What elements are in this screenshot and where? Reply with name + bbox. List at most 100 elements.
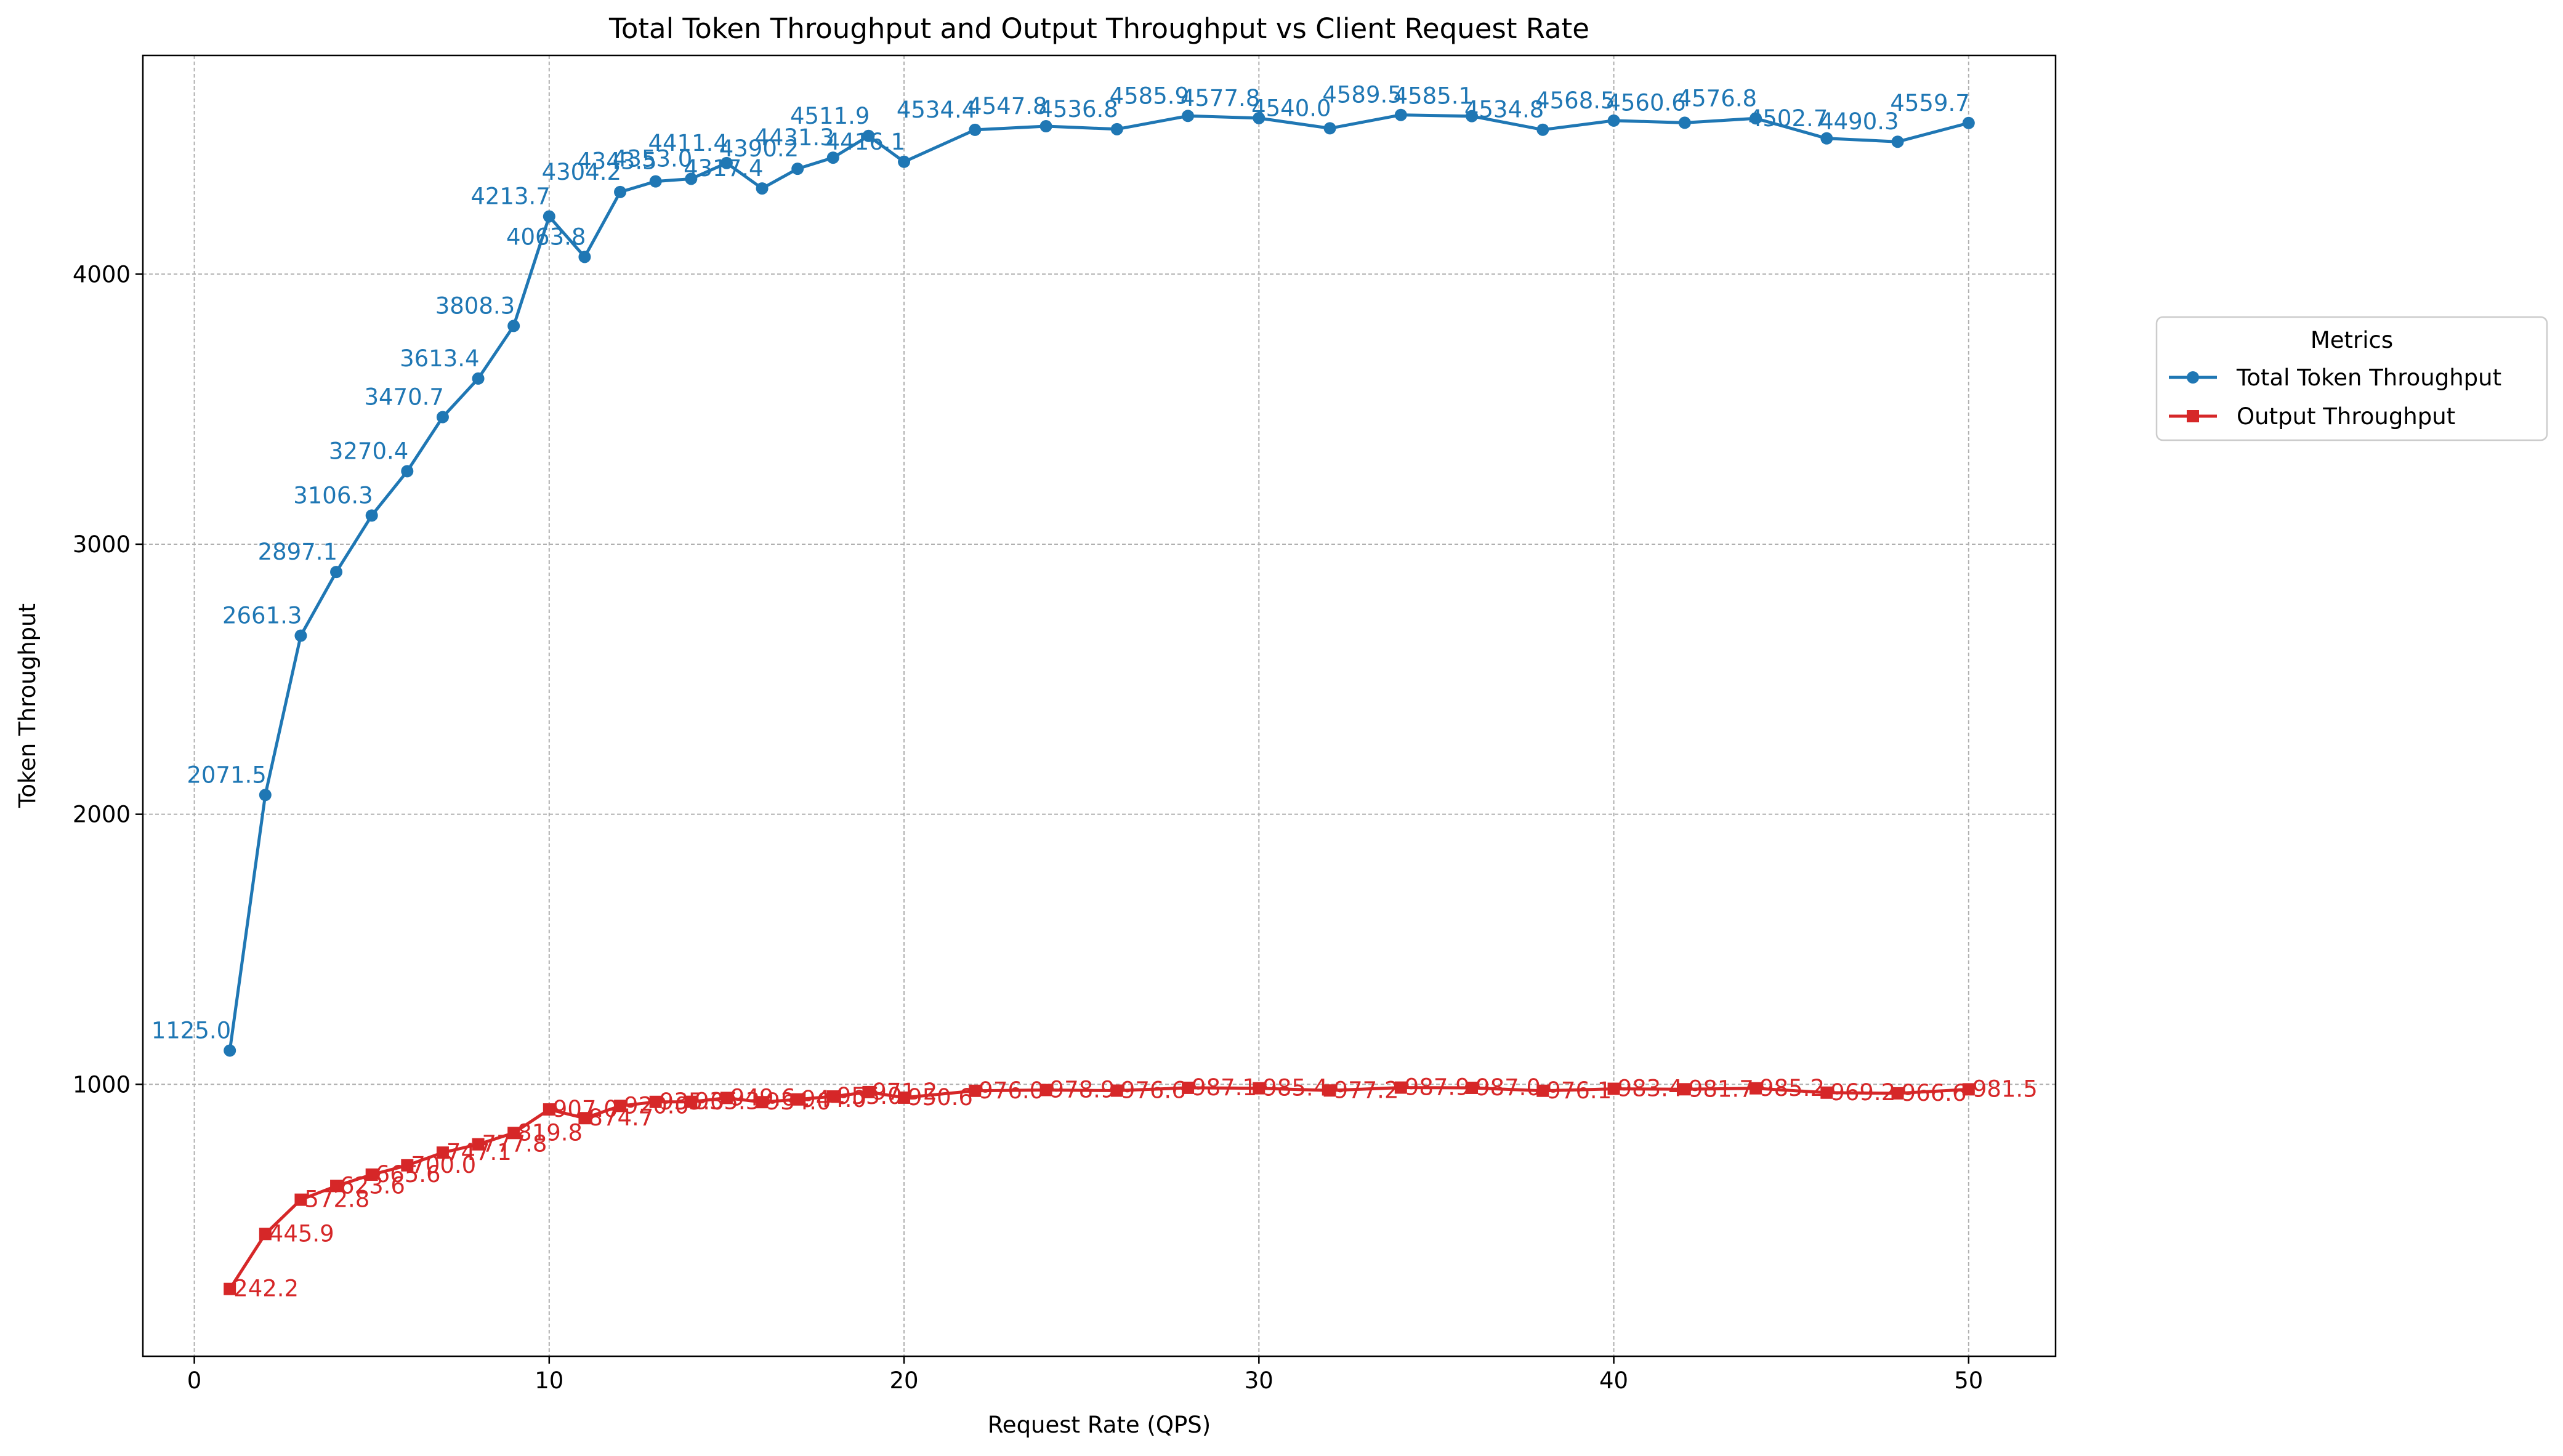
data-label: 955.0 (837, 1083, 902, 1109)
x-tick-label: 50 (1954, 1367, 1983, 1394)
data-label: 2661.3 (222, 603, 302, 629)
data-label: 4568.5 (1535, 87, 1615, 114)
data-point (1678, 1083, 1691, 1096)
data-point (1039, 120, 1052, 133)
legend-marker-total (2187, 371, 2199, 384)
data-point (472, 372, 485, 385)
data-label: 4585.1 (1394, 83, 1473, 110)
data-point (1678, 116, 1691, 129)
data-label: 976.6 (1121, 1077, 1186, 1104)
data-label: 700.0 (411, 1152, 476, 1178)
data-label: 950.6 (908, 1084, 973, 1111)
data-label: 4304.2 (542, 159, 621, 185)
data-point (614, 185, 627, 198)
x-tick-label: 0 (187, 1367, 202, 1394)
data-point (862, 129, 875, 142)
data-point (330, 1180, 343, 1193)
data-label: 4063.8 (506, 223, 586, 250)
data-label: 3470.7 (364, 384, 443, 410)
data-label: 4559.7 (1890, 90, 1969, 116)
data-label: 2071.5 (187, 762, 266, 788)
data-point (649, 175, 662, 188)
data-point (259, 1228, 272, 1241)
data-point (1253, 111, 1265, 124)
data-label: 4343.5 (577, 148, 656, 175)
data-label: 987.9 (1405, 1074, 1470, 1101)
data-point (1962, 1083, 1975, 1096)
data-label: 4534.8 (1464, 97, 1544, 123)
data-point (1536, 123, 1549, 136)
y-axis-label: Token Throughput (14, 603, 41, 808)
data-point (756, 182, 769, 195)
data-point (1820, 1086, 1833, 1099)
data-point (1820, 132, 1833, 145)
data-point (898, 155, 911, 168)
data-point (224, 1282, 236, 1295)
data-label: 934.0 (766, 1088, 831, 1115)
data-point (791, 1093, 804, 1106)
data-point (1323, 1084, 1336, 1097)
data-point (720, 156, 733, 169)
y-tick-label: 2000 (73, 802, 131, 828)
plot-frame (142, 54, 2057, 1357)
axis-ticks: 0 10 20 30 40 50 1000 2000 3000 4000 (73, 261, 1984, 1394)
data-point (507, 320, 520, 332)
data-point (1182, 1081, 1195, 1094)
data-label: 4411.4 (648, 130, 727, 156)
y-tick-label: 1000 (73, 1071, 131, 1098)
data-point (1536, 1084, 1549, 1097)
data-point (1607, 1082, 1620, 1095)
data-point (365, 1168, 378, 1181)
data-point (791, 163, 804, 175)
data-point (543, 1103, 555, 1116)
data-point (578, 1112, 591, 1125)
legend-box (2155, 316, 2548, 441)
data-label: 4416.1 (826, 129, 905, 155)
data-label: 971.2 (872, 1079, 937, 1105)
data-label: 4585.9 (1110, 82, 1189, 109)
data-point (685, 1095, 698, 1108)
data-point (969, 1084, 982, 1097)
data-point (401, 1159, 414, 1172)
data-label: 4213.7 (470, 183, 550, 210)
data-label: 985.2 (1759, 1075, 1825, 1101)
data-point (1750, 112, 1762, 125)
data-label: 4390.2 (719, 135, 799, 162)
data-label: 747.1 (446, 1139, 512, 1165)
data-point (259, 789, 272, 802)
data-label: 572.8 (304, 1186, 369, 1213)
data-point (1891, 1087, 1904, 1100)
x-tick-label: 20 (890, 1367, 919, 1394)
data-point (1962, 116, 1975, 129)
data-label: 983.4 (1618, 1076, 1683, 1102)
data-point (1607, 114, 1620, 127)
data-label: 976.1 (1546, 1077, 1612, 1104)
data-point (1466, 1081, 1479, 1094)
data-point (1891, 135, 1904, 148)
data-point (685, 172, 698, 185)
data-label: 3808.3 (435, 292, 515, 319)
grid-lines (143, 55, 2056, 1356)
data-point (578, 251, 591, 263)
data-label: 4540.0 (1251, 95, 1331, 121)
data-label: 4502.7 (1748, 105, 1828, 132)
data-label: 665.6 (376, 1161, 441, 1188)
data-point (1253, 1082, 1265, 1095)
data-label: 944.0 (801, 1086, 866, 1112)
data-point (1110, 123, 1123, 135)
data-label: 987.1 (1192, 1074, 1257, 1101)
data-labels: 1125.0 2071.5 2661.3 2897.1 3106.3 3270.4 3470… (151, 82, 2038, 1302)
data-point (543, 210, 555, 223)
data-point (826, 1090, 839, 1103)
x-tick-label: 10 (535, 1367, 563, 1394)
data-point (1182, 110, 1195, 123)
data-point (756, 1096, 769, 1109)
data-label: 4576.8 (1677, 85, 1757, 111)
data-point (614, 1100, 627, 1112)
data-point (649, 1095, 662, 1108)
data-label: 4490.3 (1819, 108, 1899, 135)
data-label: 777.8 (482, 1131, 547, 1157)
data-point (472, 1138, 485, 1151)
